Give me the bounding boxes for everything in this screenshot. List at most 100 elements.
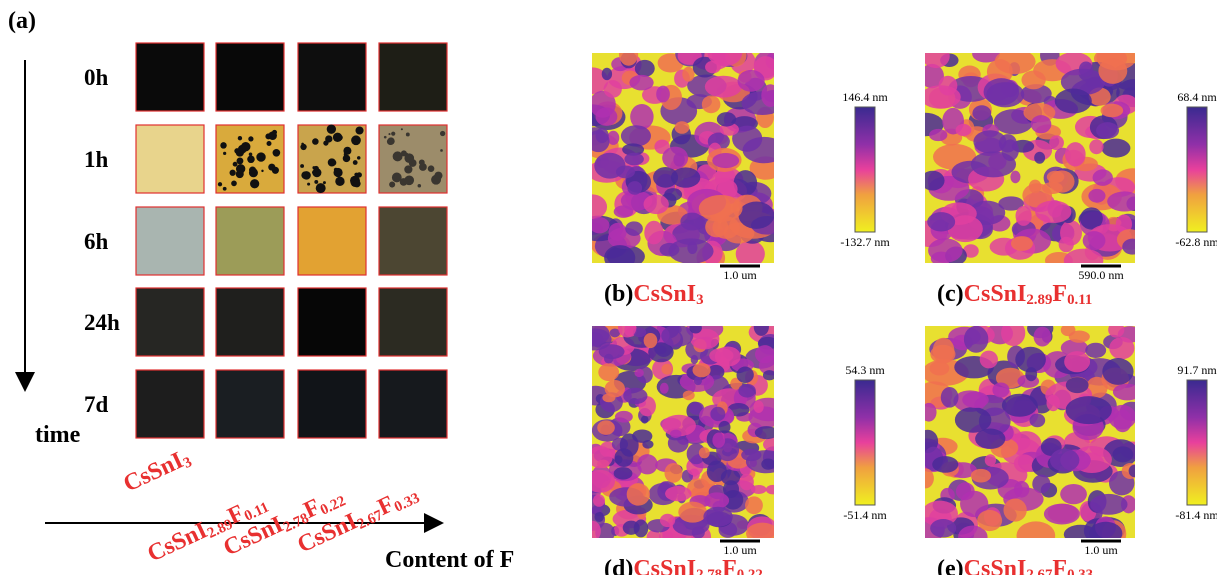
afm-grain [1064, 142, 1086, 167]
spot [235, 148, 245, 157]
spot [352, 160, 358, 165]
caption-label: (d) [604, 556, 633, 575]
sample-cell [215, 369, 285, 439]
afm-grain [938, 75, 958, 96]
afm-grain [962, 391, 989, 409]
content-label: Content of F [385, 547, 514, 573]
afm-grain [614, 410, 633, 423]
afm-grain [986, 82, 1025, 108]
colorbar-max: 54.3 nm [845, 363, 885, 377]
afm-grain [1112, 446, 1134, 463]
afm-grain [674, 121, 690, 134]
subscript: 0.11 [1067, 292, 1092, 308]
afm-grain [678, 501, 708, 523]
afm-grain [667, 433, 689, 453]
colorbar [1186, 379, 1208, 506]
afm-grain [704, 492, 730, 509]
afm-grain [972, 105, 992, 121]
afm-grain [992, 382, 1010, 398]
afm-grain [723, 480, 740, 499]
afm-grain [706, 460, 727, 483]
afm-grain [629, 74, 654, 91]
afm-grain [753, 400, 764, 413]
afm-grain [592, 494, 606, 507]
sample-cell [297, 287, 367, 357]
afm-grain [1122, 238, 1135, 255]
afm-grain [1089, 139, 1104, 155]
caption: (c)CsSnI2.89F0.11 [937, 281, 1092, 308]
formula-part: CsSnI [633, 281, 696, 307]
afm-grain [970, 151, 1017, 178]
afm-grain [1112, 383, 1135, 401]
afm-grain [592, 469, 615, 493]
afm-grain [618, 53, 639, 66]
spot [315, 183, 326, 194]
afm-grain [1080, 207, 1103, 230]
afm-grain [712, 432, 726, 448]
spot [322, 181, 326, 185]
formula-part: F [1052, 281, 1067, 307]
afm-grain [1088, 188, 1106, 203]
spot [431, 174, 442, 185]
afm-grain [925, 170, 945, 191]
spot [256, 152, 266, 162]
afm-grain [1108, 326, 1125, 338]
spot [302, 171, 311, 180]
colorbar-min: -62.8 nm [1175, 235, 1217, 249]
afm-grain [670, 167, 701, 188]
afm-grain [998, 196, 1024, 211]
formula-part: CsSnI [964, 556, 1027, 575]
afm-grain [703, 506, 733, 527]
sample-cell [135, 369, 205, 439]
afm-grain [738, 383, 756, 398]
afm-grain [925, 402, 937, 422]
afm-grain [1068, 330, 1090, 343]
afm-grain [682, 390, 695, 401]
afm-grain [644, 220, 664, 245]
afm-grain [705, 60, 721, 74]
spot [261, 169, 264, 173]
afm-grain [1015, 346, 1046, 373]
afm-grain [609, 328, 621, 338]
subscript: 2.89 [1026, 292, 1052, 308]
afm-grain [618, 326, 637, 338]
afm-grain [737, 69, 765, 92]
afm-grain [754, 426, 774, 440]
afm-grain [643, 194, 669, 215]
afm-grain [632, 327, 647, 338]
afm-grain [1060, 483, 1087, 505]
afm-image [592, 326, 774, 538]
sample-cell [135, 287, 205, 357]
caption-label: (c) [937, 281, 964, 307]
afm-grain [688, 401, 704, 415]
afm-grain [746, 522, 774, 538]
afm-grain [1089, 521, 1123, 538]
spot [351, 135, 361, 146]
afm-grain [614, 455, 623, 464]
spot [307, 182, 311, 186]
formula-part: F [1052, 556, 1067, 575]
afm-grain [668, 238, 714, 263]
caption: (b)CsSnI3 [604, 281, 704, 308]
afm-grain [733, 170, 758, 196]
afm-grain [665, 486, 692, 502]
afm-grain [1043, 503, 1080, 525]
spot [389, 181, 396, 188]
afm-grain [704, 75, 742, 98]
spot [404, 153, 415, 164]
afm-grain [691, 526, 705, 538]
caption-formula: CsSnI2.78F0.22 [633, 556, 762, 575]
afm-grain [653, 166, 679, 188]
spot [356, 172, 362, 178]
sample-cell [297, 369, 367, 439]
afm-grain [1030, 115, 1052, 134]
afm-grain [750, 484, 767, 494]
afm-grain [1021, 70, 1046, 90]
spot [313, 165, 319, 172]
sample-cell [215, 206, 285, 276]
afm-grain [1032, 474, 1051, 494]
afm-grain [672, 222, 712, 246]
afm-grain [741, 448, 762, 462]
afm-grain [738, 201, 774, 229]
afm-grain [1033, 326, 1052, 347]
